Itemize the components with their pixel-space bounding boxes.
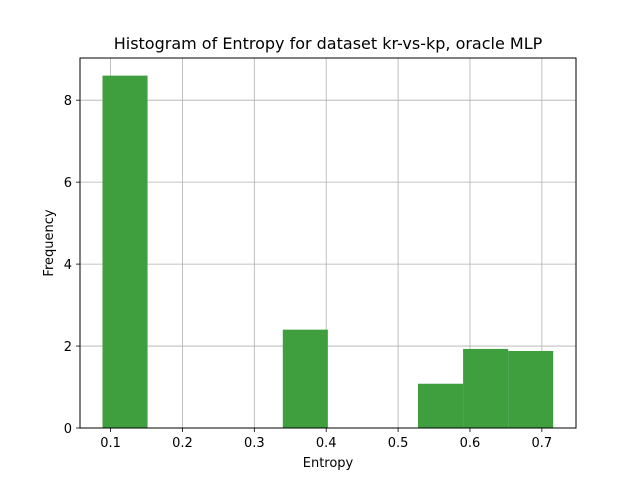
x-tick-label: 0.3 — [244, 436, 265, 451]
y-tick-label: 6 — [64, 176, 72, 191]
y-tick-label: 2 — [64, 340, 72, 355]
chart-title: Histogram of Entropy for dataset kr-vs-k… — [114, 34, 543, 53]
x-tick-label: 0.5 — [388, 436, 409, 451]
x-tick-label: 0.2 — [172, 436, 193, 451]
x-axis-ticks: 0.1 0.2 0.3 0.4 0.5 0.6 0.7 — [100, 428, 552, 451]
histogram-bar — [282, 329, 328, 428]
y-tick-label: 0 — [64, 422, 72, 437]
x-tick-label: 0.4 — [316, 436, 337, 451]
histogram-bar — [417, 383, 464, 428]
x-axis-label: Entropy — [303, 456, 354, 471]
x-tick-label: 0.1 — [100, 436, 121, 451]
histogram-bars — [102, 75, 554, 428]
histogram-bar — [463, 348, 509, 428]
histogram-bar — [102, 75, 148, 428]
x-tick-label: 0.7 — [532, 436, 553, 451]
x-tick-label: 0.6 — [460, 436, 481, 451]
y-axis-label: Frequency — [42, 209, 57, 276]
plot-frame — [79, 57, 577, 429]
y-tick-label: 8 — [64, 94, 72, 109]
histogram-bar — [508, 350, 554, 428]
y-axis-ticks: 0 2 4 6 8 — [64, 94, 80, 437]
y-tick-label: 4 — [64, 258, 72, 273]
